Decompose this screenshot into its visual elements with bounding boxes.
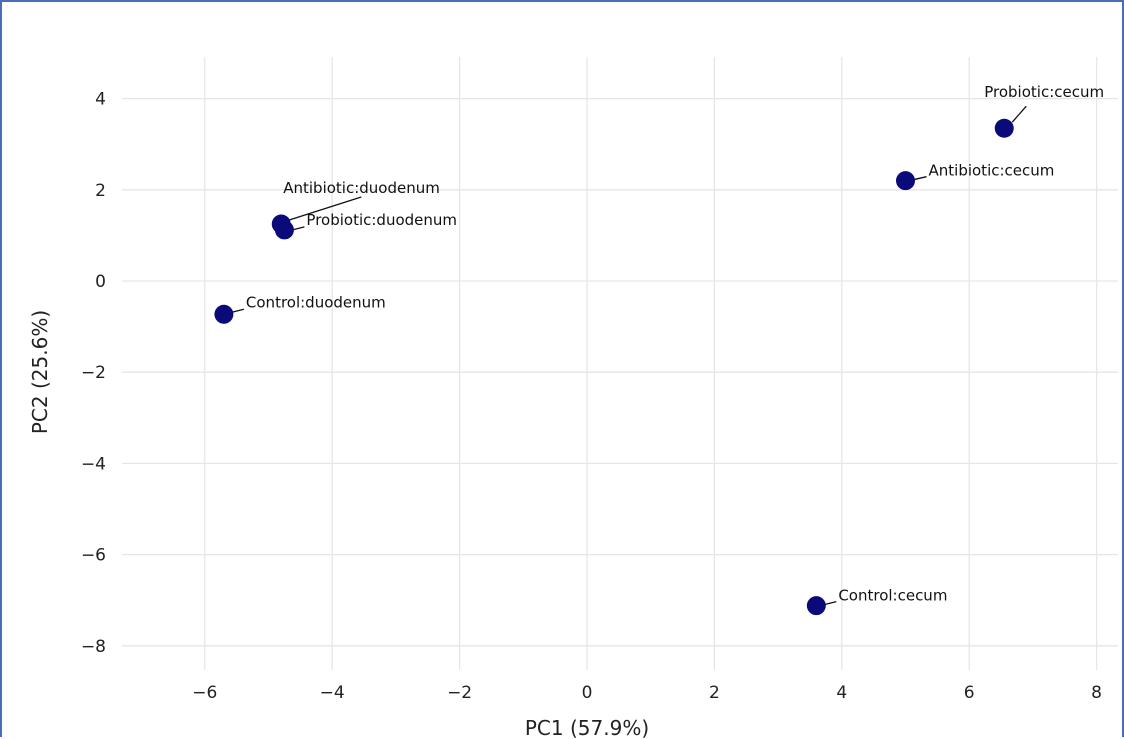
leader-line — [292, 226, 305, 231]
point-label: Antibiotic:cecum — [929, 162, 1055, 180]
leader-lines — [231, 105, 1027, 606]
x-tick-label: −4 — [320, 683, 345, 703]
x-tick-label: 2 — [709, 683, 720, 703]
data-point — [274, 220, 294, 240]
leader-line — [913, 176, 927, 181]
x-tick-label: 6 — [964, 683, 975, 703]
x-tick-label: −2 — [447, 683, 472, 703]
data-point — [896, 171, 915, 191]
y-tick-label: 4 — [95, 90, 106, 110]
point-label: Probiotic:cecum — [984, 83, 1104, 101]
data-point — [994, 118, 1014, 138]
y-tick-label: 0 — [95, 272, 106, 292]
point-label: Control:duodenum — [246, 293, 386, 311]
y-tick-label: −2 — [81, 363, 106, 383]
x-tick-label: 4 — [836, 683, 847, 703]
x-tick-label: 8 — [1091, 683, 1102, 703]
data-point — [214, 304, 234, 324]
y-tick-label: 2 — [95, 181, 106, 201]
x-tick-label: 0 — [582, 683, 593, 703]
y-tick-label: −6 — [81, 546, 106, 566]
point-label: Antibiotic:duodenum — [283, 179, 440, 197]
point-labels: Antibiotic:duodenum Probiotic:duodenum Con… — [246, 83, 1104, 604]
y-tick-label: −4 — [81, 454, 106, 474]
leader-line — [289, 196, 362, 221]
x-tick-label: −6 — [192, 683, 217, 703]
point-label: Probiotic:duodenum — [306, 211, 457, 229]
leader-line — [824, 601, 837, 606]
y-tick-label: −8 — [81, 637, 106, 657]
tick-labels: −6 −4 −2 0 2 4 6 8 4 2 0 −2 −4 −6 −8 — [81, 90, 1102, 703]
leader-line — [1011, 105, 1027, 123]
x-axis-title: PC1 (57.9%) — [525, 716, 649, 739]
leader-line — [231, 308, 245, 313]
y-axis-title: PC2 (25.6%) — [28, 310, 52, 434]
grid — [122, 57, 1118, 670]
data-points — [214, 118, 1014, 616]
point-label: Control:cecum — [838, 587, 947, 605]
data-point — [806, 596, 826, 616]
